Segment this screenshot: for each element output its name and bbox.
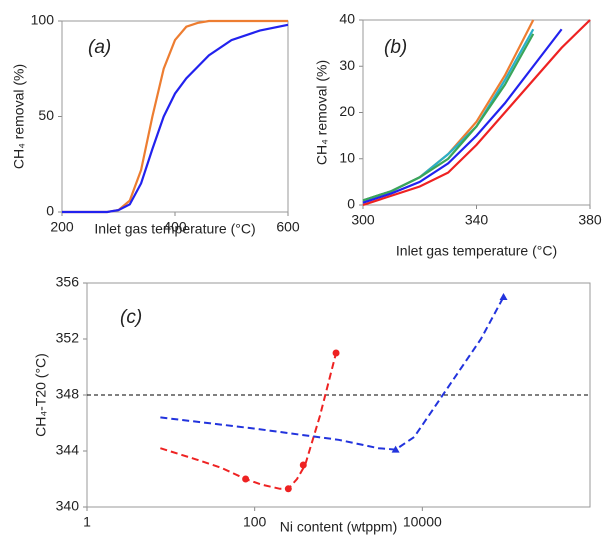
y-tick-label: 340 [56, 498, 80, 514]
plot-frame [362, 19, 591, 206]
data-point [391, 445, 400, 453]
x-axis-label: Inlet gas temperature (°C) [94, 221, 255, 237]
series-line [362, 19, 591, 207]
y-tick-label: 352 [56, 330, 80, 346]
series-line [362, 28, 563, 204]
y-tick-label: 10 [339, 149, 355, 165]
y-axis-label: CH₄ removal (%) [314, 60, 330, 165]
y-tick-label: 20 [339, 103, 355, 119]
x-axis-label: Inlet gas temperature (°C) [396, 243, 557, 259]
data-point [499, 293, 508, 300]
y-tick-label: 0 [347, 196, 355, 212]
y-tick-label: 0 [46, 203, 54, 219]
y-tick-label: 40 [339, 11, 355, 27]
x-tick-label: 100 [243, 514, 267, 530]
y-axis-label: CH₄-T20 (°C) [33, 353, 49, 437]
series-line [160, 352, 338, 490]
data-point [242, 475, 250, 483]
series-line [62, 23, 289, 214]
panel-label: (b) [384, 37, 407, 58]
y-tick-label: 344 [56, 442, 80, 458]
panel-label: (a) [88, 37, 111, 58]
data-point [299, 461, 307, 469]
x-tick-label: 300 [351, 212, 375, 228]
data-point [332, 349, 340, 357]
x-tick-label: 1 [83, 514, 91, 530]
data-point [284, 485, 292, 493]
x-tick-label: 10000 [403, 514, 442, 530]
x-tick-label: 600 [276, 219, 300, 235]
plot-frame [61, 20, 289, 213]
x-tick-label: 380 [578, 212, 602, 228]
y-tick-label: 356 [56, 274, 80, 290]
series-line [160, 296, 505, 451]
y-tick-label: 50 [38, 107, 54, 123]
y-axis-label: CH₄ removal (%) [11, 64, 27, 169]
x-tick-label: 200 [50, 219, 74, 235]
x-tick-label: 340 [465, 212, 489, 228]
series-line [362, 33, 535, 202]
y-tick-label: 348 [56, 386, 80, 402]
x-tick-label: 400 [163, 219, 187, 235]
panel-label: (c) [120, 307, 142, 328]
x-axis-label: Ni content (wtppm) [280, 519, 397, 535]
y-tick-label: 100 [31, 12, 55, 28]
y-tick-label: 30 [339, 57, 355, 73]
